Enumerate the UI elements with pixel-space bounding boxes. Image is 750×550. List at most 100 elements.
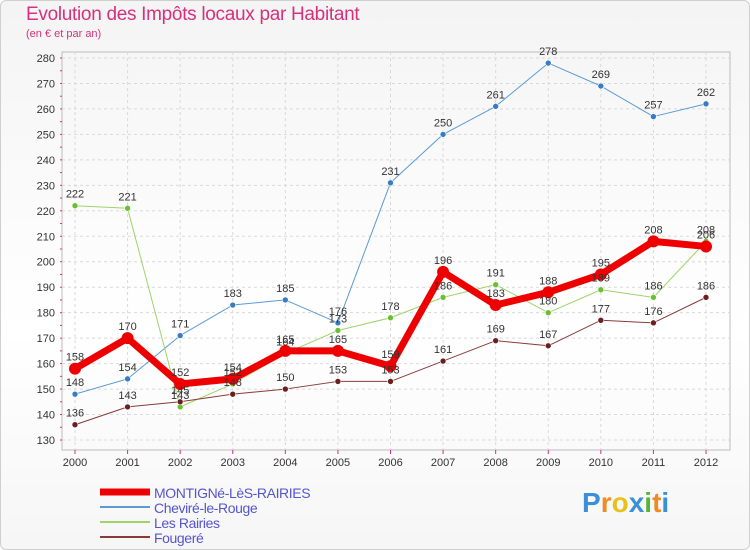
data-label: 183 (224, 288, 242, 300)
data-label: 180 (539, 296, 557, 308)
data-point (71, 202, 79, 210)
data-label: 186 (434, 280, 452, 292)
y-tick-label: 200 (37, 257, 55, 269)
legend-label: Les Rairies (154, 514, 220, 531)
x-tick-label: 2008 (483, 457, 507, 469)
y-tick-label: 260 (37, 104, 55, 116)
data-label: 261 (486, 89, 504, 101)
data-label: 173 (329, 313, 347, 325)
data-point (384, 360, 397, 373)
logo-letter: t (652, 487, 662, 518)
legend: MONTIGNé-LèS-RAIRIES Cheviré-le-Rouge Le… (100, 485, 311, 546)
data-label: 152 (224, 367, 242, 379)
data-point (174, 377, 187, 390)
data-point (544, 342, 552, 350)
data-point (71, 421, 79, 429)
legend-item-fougere: Fougeré (100, 529, 310, 546)
x-tick-label: 2003 (221, 457, 245, 469)
data-point (544, 309, 552, 316)
data-label: 250 (434, 117, 452, 129)
x-tick-label: 2011 (642, 457, 666, 469)
data-point (229, 390, 237, 398)
data-point (69, 362, 81, 375)
data-label: 183 (486, 288, 504, 300)
legend-item-montigne: MONTIGNé-LèS-RAIRIES (100, 485, 311, 501)
data-point (489, 299, 502, 312)
data-label: 269 (592, 69, 610, 81)
data-label: 186 (697, 280, 715, 292)
data-point (387, 314, 394, 322)
y-tick-label: 160 (37, 359, 55, 371)
x-tick-label: 2006 (378, 457, 402, 469)
data-label: 176 (329, 306, 347, 318)
data-label: 150 (276, 372, 294, 384)
data-point (702, 294, 710, 301)
data-point (229, 301, 237, 309)
data-label: 176 (644, 306, 662, 318)
data-label: 145 (171, 385, 189, 397)
y-tick-label: 220 (37, 206, 55, 218)
y-tick-label: 130 (37, 435, 55, 447)
data-point (439, 294, 447, 301)
data-label: 231 (381, 166, 399, 178)
legend-label: Cheviré-le-Rouge (154, 499, 258, 516)
data-point (121, 332, 134, 345)
data-point (439, 357, 447, 365)
data-label: 208 (697, 224, 715, 236)
data-label: 171 (171, 319, 189, 331)
legend-label: Fougeré (154, 529, 204, 546)
y-tick-label: 140 (37, 410, 55, 422)
logo-letter: x (628, 487, 645, 518)
y-tick-label: 170 (37, 333, 55, 345)
data-label: 136 (66, 408, 84, 420)
data-point (124, 204, 131, 212)
y-tick-label: 250 (37, 129, 55, 141)
data-label: 186 (644, 280, 662, 292)
data-label: 170 (118, 321, 136, 333)
data-label: 164 (276, 336, 294, 348)
data-point (124, 403, 131, 411)
logo-letter: P (582, 487, 601, 518)
data-label: 154 (118, 362, 136, 374)
data-point (176, 398, 184, 406)
data-point (542, 286, 555, 299)
x-tick-label: 2002 (168, 457, 192, 469)
x-tick-label: 2001 (115, 457, 139, 469)
data-point (650, 319, 657, 327)
chart-title: Evolution des Impôts locaux par Habitant (26, 4, 360, 25)
data-point (71, 390, 79, 398)
legend-swatch (100, 536, 150, 538)
data-point (544, 59, 552, 67)
data-label: 169 (486, 324, 504, 336)
data-label: 148 (66, 377, 84, 389)
data-point (439, 131, 447, 138)
chart-subtitle: (en € et par an) (26, 28, 102, 40)
data-point (597, 286, 605, 294)
plot-area-border (61, 51, 731, 451)
data-label: 153 (329, 364, 347, 376)
data-point (597, 82, 605, 90)
data-label: 159 (381, 349, 399, 361)
data-label: 262 (697, 87, 715, 99)
y-tick-label: 230 (37, 180, 55, 192)
y-tick-label: 240 (37, 155, 55, 167)
data-label: 208 (644, 224, 662, 236)
data-label: 206 (697, 229, 715, 241)
x-tick-label: 2010 (589, 457, 613, 469)
data-point (124, 375, 131, 383)
data-label: 278 (539, 46, 557, 58)
proxiti-logo: Proxiti (582, 487, 669, 519)
data-point (492, 337, 499, 344)
data-label: 152 (171, 367, 189, 379)
data-point (331, 344, 344, 357)
data-label: 188 (539, 275, 557, 287)
y-tick-label: 180 (37, 308, 55, 320)
data-label: 221 (118, 191, 136, 203)
data-label: 222 (66, 189, 84, 201)
data-point (282, 385, 289, 393)
legend-swatch (100, 506, 150, 508)
data-point (334, 378, 342, 385)
legend-item-rairies: Les Rairies (100, 514, 310, 531)
